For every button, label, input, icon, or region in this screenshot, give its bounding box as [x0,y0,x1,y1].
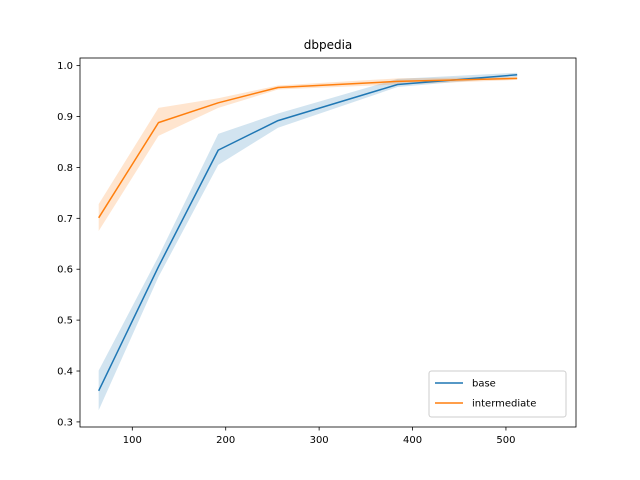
series-line-base [98,74,518,392]
y-tick-label: 0.8 [57,163,73,174]
x-tick-label: 400 [403,435,422,446]
y-tick-label: 0.6 [57,265,73,276]
x-tick-label: 100 [123,435,142,446]
x-tick-label: 300 [310,435,329,446]
x-tick-label: 200 [216,435,235,446]
legend-box [428,370,567,418]
series-lines [98,74,518,392]
legend-label-intermediate: intermediate [472,399,536,410]
y-tick-label: 0.4 [57,367,73,378]
y-tick-label: 0.9 [57,112,73,123]
plot-frame [79,57,577,428]
y-tick-label: 0.7 [57,214,73,225]
y-tick-label: 1.0 [57,61,73,72]
y-tick-label: 0.3 [57,417,73,428]
x-tick-label: 500 [496,435,515,446]
chart-title: dbpedia [304,38,353,52]
x-axis: 100 200 300 400 500 [123,427,515,446]
y-tick-label: 0.5 [57,316,73,327]
y-axis: 0.3 0.4 0.5 0.6 0.7 0.8 0.9 1.0 [57,61,80,428]
series-line-intermediate [98,77,518,219]
legend-label-base: base [472,379,496,390]
legend: base intermediate [428,370,567,418]
